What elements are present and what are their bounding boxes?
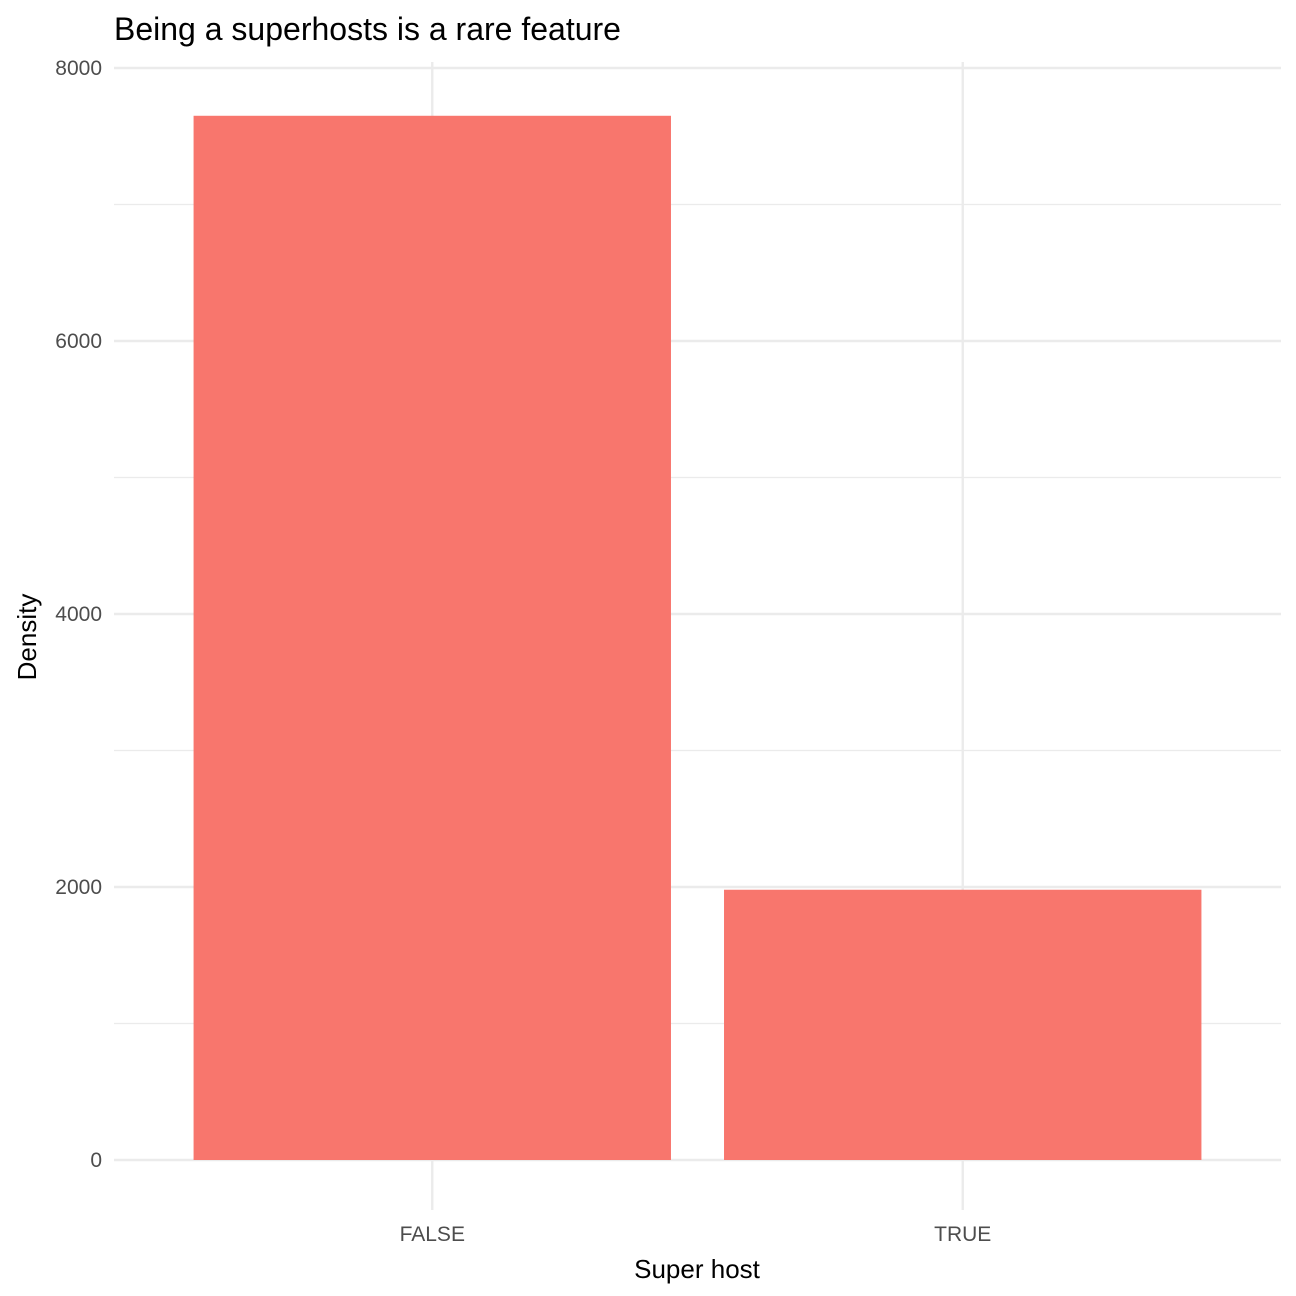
y-axis-title: Density [12, 594, 42, 681]
x-tick-label: TRUE [934, 1223, 991, 1246]
bar-false [193, 115, 671, 1160]
bars [193, 115, 1202, 1160]
y-tick-label: 4000 [55, 603, 102, 626]
y-tick-label: 8000 [55, 57, 102, 80]
y-tick-label: 6000 [55, 330, 102, 353]
x-axis-tick-labels: FALSE TRUE [400, 1223, 992, 1246]
y-tick-label: 0 [90, 1149, 102, 1172]
x-axis-title: Super host [634, 1254, 761, 1284]
bar-true [724, 889, 1202, 1160]
y-tick-label: 2000 [55, 876, 102, 899]
y-axis-tick-labels: 0 2000 4000 6000 8000 [55, 57, 102, 1172]
x-tick-label: FALSE [400, 1223, 465, 1246]
chart-title: Being a superhosts is a rare feature [114, 11, 621, 47]
